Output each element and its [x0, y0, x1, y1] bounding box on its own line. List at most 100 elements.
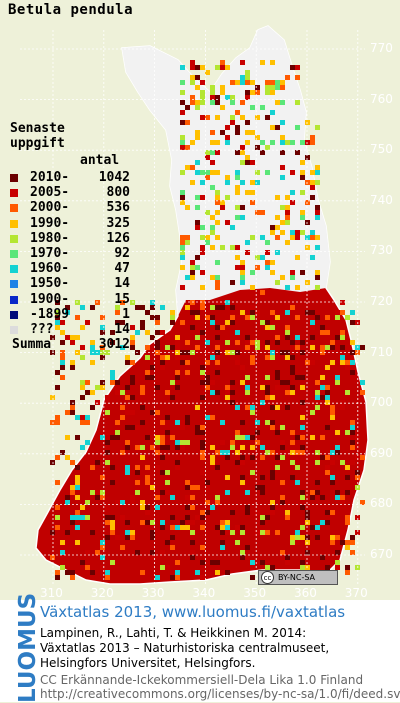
map-cell — [280, 100, 285, 105]
map-cell — [200, 115, 205, 120]
map-cell — [225, 385, 230, 390]
map-cell — [250, 200, 255, 205]
cc-license-badge[interactable]: cc BY-NC-SA — [258, 570, 338, 585]
map-cell — [255, 340, 260, 345]
lapland-area — [122, 26, 330, 316]
map-cell — [325, 330, 330, 335]
map-cell — [85, 390, 90, 395]
map-cell — [300, 375, 305, 380]
map-cell — [190, 80, 195, 85]
map-cell — [150, 550, 155, 555]
map-cell — [210, 380, 215, 385]
map-cell — [275, 385, 280, 390]
map-cell — [335, 550, 340, 555]
map-cell — [155, 345, 160, 350]
map-cell — [180, 190, 185, 195]
map-cell — [250, 340, 255, 345]
footer-title-link[interactable]: Växtatlas 2013, www.luomus.fi/vaxtatlas — [40, 603, 346, 621]
map-cell — [100, 315, 105, 320]
map-cell — [250, 565, 255, 570]
map-cell — [260, 385, 265, 390]
map-cell — [145, 310, 150, 315]
map-cell — [100, 490, 105, 495]
map-cell — [195, 135, 200, 140]
map-cell — [315, 165, 320, 170]
map-cell — [170, 515, 175, 520]
map-cell — [150, 365, 155, 370]
map-cell — [105, 535, 110, 540]
map-cell — [150, 410, 155, 415]
map-cell — [195, 85, 200, 90]
map-cell — [295, 435, 300, 440]
map-cell — [270, 110, 275, 115]
map-cell — [200, 300, 205, 305]
map-cell — [155, 385, 160, 390]
map-cell — [175, 335, 180, 340]
map-cell — [215, 570, 220, 575]
map-cell — [235, 525, 240, 530]
map-cell — [245, 335, 250, 340]
map-cell — [190, 100, 195, 105]
license-url[interactable]: http://creativecommons.org/licenses/by-n… — [40, 687, 400, 701]
map-cell — [165, 540, 170, 545]
map-cell — [340, 495, 345, 500]
map-cell — [250, 455, 255, 460]
map-cell — [240, 435, 245, 440]
map-cell — [255, 180, 260, 185]
map-cell — [205, 210, 210, 215]
map-cell — [160, 365, 165, 370]
map-cell — [310, 325, 315, 330]
map-cell — [195, 310, 200, 315]
map-cell — [255, 485, 260, 490]
map-cell — [235, 80, 240, 85]
map-cell — [270, 90, 275, 95]
map-cell — [235, 330, 240, 335]
map-cell — [150, 335, 155, 340]
map-cell — [95, 490, 100, 495]
map-cell — [325, 455, 330, 460]
map-cell — [265, 85, 270, 90]
map-cell — [160, 490, 165, 495]
map-cell — [250, 435, 255, 440]
map-cell — [205, 340, 210, 345]
map-cell — [215, 500, 220, 505]
legend-swatch — [10, 310, 18, 319]
map-cell — [280, 455, 285, 460]
map-cell — [255, 420, 260, 425]
map-cell — [320, 495, 325, 500]
map-cell — [250, 190, 255, 195]
map-cell — [220, 90, 225, 95]
map-cell — [285, 515, 290, 520]
map-cell — [235, 435, 240, 440]
map-cell — [215, 370, 220, 375]
map-cell — [160, 435, 165, 440]
map-cell — [260, 320, 265, 325]
y-tick-label: 680 — [370, 496, 393, 511]
map-cell — [110, 435, 115, 440]
map-cell — [180, 140, 185, 145]
map-cell — [225, 450, 230, 455]
map-cell — [245, 405, 250, 410]
map-cell — [200, 515, 205, 520]
map-cell — [60, 550, 65, 555]
map-cell — [110, 530, 115, 535]
map-cell — [80, 445, 85, 450]
map-cell — [235, 540, 240, 545]
map-cell — [100, 355, 105, 360]
map-cell — [275, 125, 280, 130]
map-cell — [185, 440, 190, 445]
map-cell — [75, 515, 80, 520]
map-cell — [340, 330, 345, 335]
map-cell — [135, 425, 140, 430]
map-cell — [295, 465, 300, 470]
map-cell — [295, 75, 300, 80]
map-cell — [330, 405, 335, 410]
map-cell — [185, 505, 190, 510]
map-cell — [360, 380, 365, 385]
map-cell — [355, 455, 360, 460]
map-cell — [180, 285, 185, 290]
map-cell — [340, 460, 345, 465]
legend-period-label: 1950- — [30, 276, 70, 292]
map-cell — [260, 235, 265, 240]
map-cell — [120, 545, 125, 550]
